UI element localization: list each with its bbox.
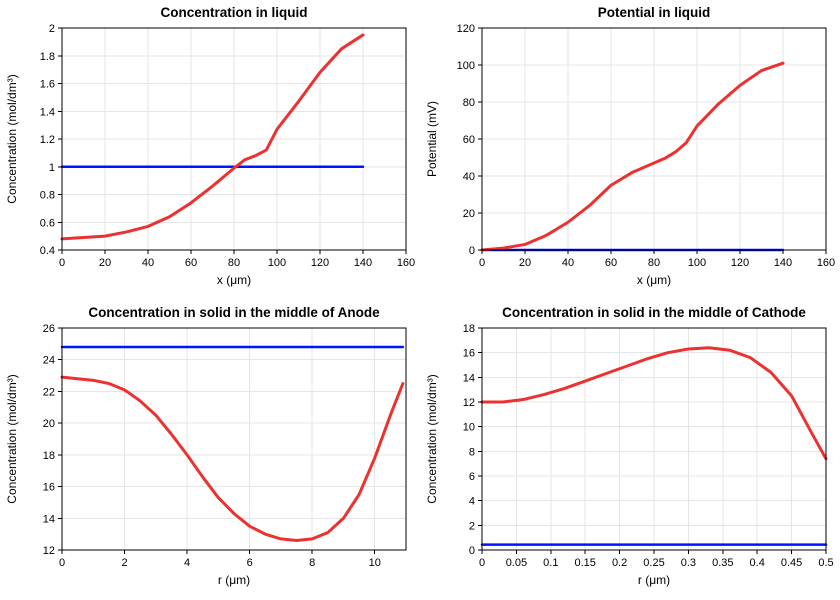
y-axis-label: Potential (mV)	[425, 101, 439, 177]
x-axis-label: r (μm)	[218, 573, 250, 587]
series-1	[482, 63, 783, 250]
xtick-label: 60	[185, 257, 197, 269]
xtick-label: 0	[59, 257, 65, 269]
xtick-label: 20	[519, 257, 531, 269]
xtick-label: 8	[309, 557, 315, 569]
xtick-label: 60	[605, 257, 617, 269]
xtick-label: 140	[354, 257, 372, 269]
ytick-label: 100	[457, 60, 475, 72]
chart-title: Concentration in solid in the middle of …	[88, 305, 380, 320]
ytick-label: 120	[457, 23, 475, 35]
ytick-label: 40	[463, 171, 475, 183]
ytick-label: 18	[463, 323, 475, 335]
xtick-label: 40	[562, 257, 574, 269]
xtick-label: 0.05	[506, 557, 527, 569]
chart-title: Potential in liquid	[598, 5, 711, 20]
ytick-label: 80	[463, 97, 475, 109]
xtick-label: 2	[121, 557, 127, 569]
xtick-label: 100	[688, 257, 706, 269]
ytick-label: 26	[43, 323, 55, 335]
ytick-label: 0.8	[40, 190, 55, 202]
series-1	[62, 35, 363, 239]
xtick-label: 40	[142, 257, 154, 269]
xtick-label: 0.1	[543, 557, 558, 569]
ytick-label: 2	[49, 23, 55, 35]
xtick-label: 4	[184, 557, 190, 569]
xtick-label: 0.2	[612, 557, 627, 569]
xtick-label: 6	[247, 557, 253, 569]
ytick-label: 1.4	[40, 106, 55, 118]
ytick-label: 0	[469, 245, 475, 257]
xtick-label: 0.15	[574, 557, 595, 569]
ytick-label: 8	[469, 446, 475, 458]
x-axis-label: x (μm)	[217, 273, 251, 287]
ytick-label: 60	[463, 134, 475, 146]
y-axis-label: Concentration (mol/dm³)	[425, 374, 439, 503]
ytick-label: 16	[463, 348, 475, 360]
xtick-label: 0.45	[781, 557, 802, 569]
ytick-label: 24	[43, 355, 55, 367]
y-axis-label: Concentration (mol/dm³)	[5, 374, 19, 503]
ytick-label: 1.2	[40, 134, 55, 146]
xtick-label: 0	[59, 557, 65, 569]
x-axis-label: x (μm)	[637, 273, 671, 287]
ytick-label: 12	[463, 397, 475, 409]
chart-grid: 0204060801001201401600.40.60.811.21.41.6…	[0, 0, 840, 600]
ytick-label: 10	[463, 422, 475, 434]
chart-br: 0 0.05 0.1 0.15 0.2 0.25 0.3 0.35 0.4 0.45 0.5 0 2 4 6…	[420, 300, 840, 600]
ytick-label: 14	[463, 372, 475, 384]
xtick-label: 0	[479, 557, 485, 569]
chart-tr: 0 20 40 60 80 100 120 140 160 0 20 40 60 80 100 120 Pote…	[420, 0, 840, 300]
ytick-label: 14	[43, 513, 55, 525]
series-1	[62, 377, 403, 540]
chart-title: Concentration in solid in the middle of …	[502, 305, 806, 320]
xtick-label: 0.35	[712, 557, 733, 569]
ytick-label: 2	[469, 520, 475, 532]
xtick-label: 10	[369, 557, 381, 569]
xtick-label: 80	[228, 257, 240, 269]
x-axis-label: r (μm)	[638, 573, 670, 587]
panel-br: 0 0.05 0.1 0.15 0.2 0.25 0.3 0.35 0.4 0.45 0.5 0 2 4 6…	[420, 300, 840, 600]
y-axis-label: Concentration (mol/dm³)	[5, 74, 19, 203]
ytick-label: 20	[463, 208, 475, 220]
xtick-label: 0	[479, 257, 485, 269]
ytick-label: 20	[43, 418, 55, 430]
ytick-label: 18	[43, 450, 55, 462]
xtick-label: 80	[648, 257, 660, 269]
xtick-label: 0.3	[681, 557, 696, 569]
xtick-label: 100	[268, 257, 286, 269]
ytick-label: 1	[49, 162, 55, 174]
xtick-label: 160	[397, 257, 415, 269]
xtick-label: 0.4	[750, 557, 765, 569]
xtick-label: 120	[311, 257, 329, 269]
ytick-label: 1.6	[40, 79, 55, 91]
ytick-label: 12	[43, 545, 55, 557]
ytick-label: 1.8	[40, 51, 55, 63]
ytick-label: 22	[43, 386, 55, 398]
panel-bl: 02468101214161820222426Concentration in …	[0, 300, 420, 600]
xtick-label: 140	[774, 257, 792, 269]
ytick-label: 4	[469, 496, 475, 508]
xtick-label: 120	[731, 257, 749, 269]
xtick-label: 20	[99, 257, 111, 269]
chart-tl: 0 20 40 60 80 100 120 140 160 0.4 0.6 0.8 1 1.2 1.4 1.6…	[0, 0, 420, 300]
panel-tr: 0 20 40 60 80 100 120 140 160 0 20 40 60 80 100 120 Pote…	[420, 0, 840, 300]
ytick-label: 0	[469, 545, 475, 557]
ytick-label: 0.4	[40, 245, 55, 257]
ytick-label: 16	[43, 482, 55, 494]
xtick-label: 0.5	[818, 557, 833, 569]
xtick-label: 0.25	[643, 557, 664, 569]
chart-bl: 02468101214161820222426Concentration in …	[0, 300, 420, 600]
panel-tl: 0 20 40 60 80 100 120 140 160 0.4 0.6 0.8 1 1.2 1.4 1.6…	[0, 0, 420, 300]
ytick-label: 6	[469, 471, 475, 483]
ytick-label: 0.6	[40, 217, 55, 229]
chart-title: Concentration in liquid	[161, 5, 308, 20]
xtick-label: 160	[817, 257, 835, 269]
